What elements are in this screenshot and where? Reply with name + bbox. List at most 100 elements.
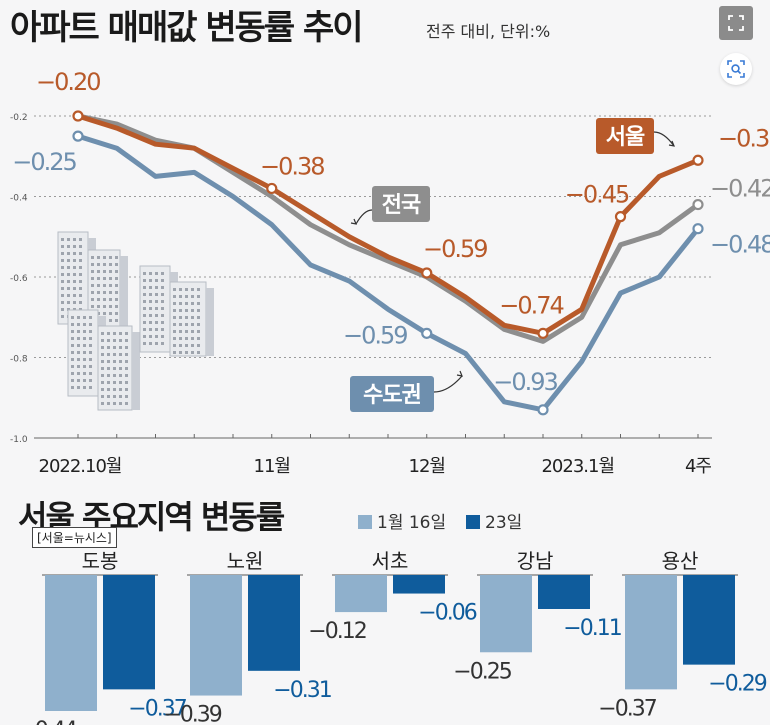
building-window <box>103 270 106 273</box>
data-point <box>72 130 84 142</box>
building-window <box>77 386 80 389</box>
building-window <box>191 316 194 319</box>
building-window <box>79 266 82 269</box>
building-window <box>73 266 76 269</box>
building-window <box>109 312 112 315</box>
building-window <box>83 344 86 347</box>
building-window <box>179 316 182 319</box>
building-window <box>73 252 76 255</box>
building-window <box>161 335 164 338</box>
building-window <box>125 360 128 363</box>
data-label: −0.38 <box>260 152 324 180</box>
building-window <box>83 337 86 340</box>
zoom-button[interactable] <box>720 53 752 85</box>
building-window <box>191 323 194 326</box>
building-window <box>91 284 94 287</box>
building-window <box>67 252 70 255</box>
building-window <box>73 294 76 297</box>
building-window <box>89 323 92 326</box>
building-window <box>143 272 146 275</box>
building-window <box>89 330 92 333</box>
data-point <box>692 223 704 235</box>
building-window <box>101 395 104 398</box>
building-window <box>155 293 158 296</box>
building-window <box>119 395 122 398</box>
building-window <box>107 374 110 377</box>
building-window <box>61 273 64 276</box>
bar-value-label: −0.12 <box>308 619 365 644</box>
category-label: 도봉 <box>82 549 119 573</box>
building-window <box>97 277 100 280</box>
expand-icon <box>728 15 744 31</box>
building-window <box>185 316 188 319</box>
bar-value-label: −0.25 <box>453 659 511 684</box>
building-window <box>113 374 116 377</box>
building-window <box>61 301 64 304</box>
building-side <box>132 332 140 410</box>
building-window <box>71 372 74 375</box>
building-window <box>155 314 158 317</box>
building-window <box>161 279 164 282</box>
building-window <box>91 263 94 266</box>
building-window <box>107 402 110 405</box>
building-window <box>173 288 176 291</box>
building-window <box>109 256 112 259</box>
bar-jan16 <box>480 575 532 653</box>
category-label: 강남 <box>517 549 554 573</box>
building-window <box>143 314 146 317</box>
building-window <box>97 263 100 266</box>
building-window <box>113 332 116 335</box>
building-window <box>97 291 100 294</box>
building-window <box>179 295 182 298</box>
data-label: −0.59 <box>343 321 407 349</box>
bar-jan23 <box>683 575 735 665</box>
building-window <box>155 272 158 275</box>
building-window <box>101 388 104 391</box>
legend-swatch-jan23 <box>466 515 480 529</box>
zoom-search-icon <box>727 60 745 78</box>
building-window <box>155 307 158 310</box>
building-window <box>113 388 116 391</box>
page-title: 아파트 매매값 변동률 추이 <box>10 8 364 48</box>
building-window <box>109 270 112 273</box>
building-window <box>191 295 194 298</box>
building-window <box>173 323 176 326</box>
building-window <box>107 360 110 363</box>
building-window <box>119 402 122 405</box>
building-window <box>71 316 74 319</box>
building-window <box>71 337 74 340</box>
bar-jan16 <box>625 575 677 690</box>
expand-button[interactable] <box>719 6 753 40</box>
building-window <box>185 330 188 333</box>
building-window <box>101 374 104 377</box>
building-window <box>103 263 106 266</box>
data-label: −0.20 <box>36 68 100 96</box>
tag-arrow <box>653 131 675 147</box>
building-window <box>191 309 194 312</box>
building-window <box>89 379 92 382</box>
building-window <box>197 302 200 305</box>
bar-value-label: −0.37 <box>598 696 656 721</box>
building-window <box>191 337 194 340</box>
building-window <box>149 286 152 289</box>
building-window <box>101 346 104 349</box>
building-window <box>97 256 100 259</box>
building-window <box>173 302 176 305</box>
building-window <box>61 238 64 241</box>
building-window <box>91 256 94 259</box>
building-window <box>179 288 182 291</box>
building-window <box>115 256 118 259</box>
building-window <box>191 330 194 333</box>
building-window <box>77 330 80 333</box>
building-window <box>173 295 176 298</box>
building-window <box>115 263 118 266</box>
building-window <box>77 337 80 340</box>
building-side <box>206 288 214 356</box>
tag-arrow <box>433 375 463 393</box>
bar-jan23 <box>538 575 590 609</box>
building-window <box>179 330 182 333</box>
building-window <box>97 270 100 273</box>
bar-value-label: −0.31 <box>273 678 330 703</box>
x-tick-label: 11월 <box>254 456 290 477</box>
series-tag-box <box>350 376 434 412</box>
